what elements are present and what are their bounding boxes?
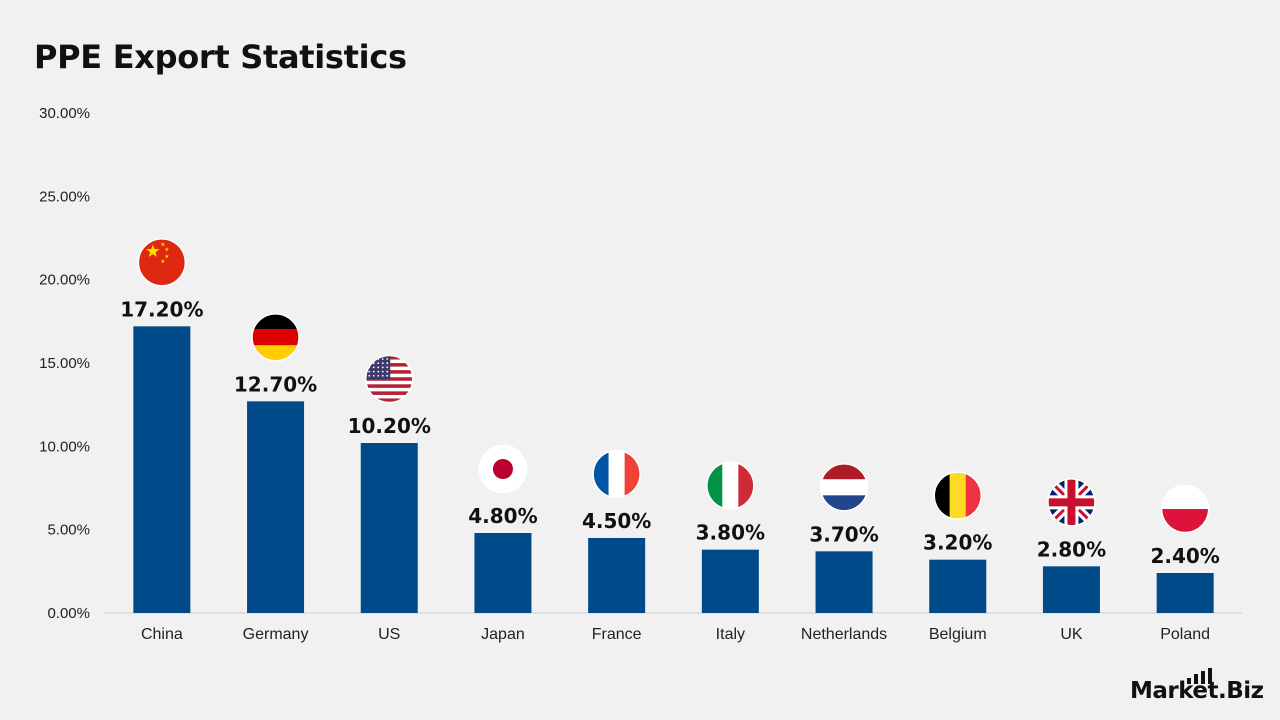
x-tick-label: Japan xyxy=(481,626,525,643)
data-label: 2.40% xyxy=(1150,544,1219,568)
y-axis: 0.00% 5.00% 10.00% 15.00% 20.00% 25.00% 30.00% xyxy=(39,105,90,622)
y-tick-label: 5.00% xyxy=(47,522,90,539)
bar-france xyxy=(588,538,646,613)
data-label: 12.70% xyxy=(234,372,317,396)
data-label: 3.20% xyxy=(923,531,992,555)
data-label: 10.20% xyxy=(348,414,431,438)
germany-flag-icon xyxy=(251,313,300,362)
italy-flag-icon xyxy=(706,461,755,510)
bar-netherlands xyxy=(815,551,873,613)
y-tick-label: 25.00% xyxy=(39,188,90,205)
x-axis: China Germany US Japan France Italy Netherland… xyxy=(141,626,1210,643)
market-biz-logo: Market.Biz xyxy=(1128,668,1268,708)
logo-text: Market.Biz xyxy=(1130,678,1264,704)
bar-germany xyxy=(247,401,305,613)
x-tick-label: Italy xyxy=(716,626,745,643)
y-tick-label: 0.00% xyxy=(47,605,90,622)
y-tick-label: 15.00% xyxy=(39,355,90,372)
flags xyxy=(137,238,1210,534)
y-tick-label: 10.00% xyxy=(39,438,90,455)
bar-italy xyxy=(701,549,759,613)
bar-china xyxy=(133,326,191,613)
x-tick-label: China xyxy=(141,626,183,643)
bars xyxy=(133,326,1214,613)
data-label: 2.80% xyxy=(1037,537,1106,561)
bar-us xyxy=(360,443,418,613)
x-tick-label: France xyxy=(592,626,642,643)
belgium-flag-icon xyxy=(933,471,982,520)
data-label: 3.70% xyxy=(809,522,878,546)
x-tick-label: Poland xyxy=(1160,626,1210,643)
x-tick-label: Belgium xyxy=(929,626,987,643)
bar-uk xyxy=(1042,566,1100,613)
bar-chart-logo-icon xyxy=(1187,668,1227,684)
x-tick-label: Netherlands xyxy=(801,626,887,643)
japan-flag-icon xyxy=(478,444,528,494)
data-label: 4.50% xyxy=(582,509,651,533)
us-flag-icon xyxy=(365,354,414,404)
data-label: 4.80% xyxy=(468,504,537,528)
uk-flag-icon xyxy=(1047,478,1096,527)
data-labels: 17.20% 12.70% 10.20% 4.80% 4.50% 3.80% 3.70% 3.… xyxy=(120,297,1220,568)
x-tick-label: Germany xyxy=(243,626,309,643)
bar-japan xyxy=(474,533,532,613)
x-tick-label: UK xyxy=(1060,626,1083,643)
data-label: 17.20% xyxy=(120,297,203,321)
bar-poland xyxy=(1156,573,1214,613)
bar-belgium xyxy=(929,559,987,613)
y-tick-label: 20.00% xyxy=(39,272,90,289)
poland-flag-icon xyxy=(1160,484,1210,534)
y-tick-label: 30.00% xyxy=(39,105,90,122)
china-flag-icon xyxy=(137,238,187,287)
x-tick-label: US xyxy=(378,626,400,643)
data-label: 3.80% xyxy=(696,521,765,545)
netherlands-flag-icon xyxy=(819,463,869,512)
france-flag-icon xyxy=(592,449,641,499)
chart-title: PPE Export Statistics xyxy=(34,38,407,76)
